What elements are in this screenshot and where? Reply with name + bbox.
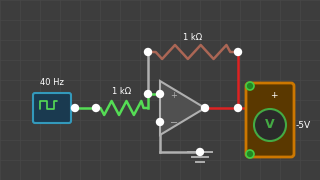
Circle shape xyxy=(92,105,100,111)
Text: 1 kΩ: 1 kΩ xyxy=(112,87,132,96)
FancyBboxPatch shape xyxy=(246,83,294,157)
Text: −: − xyxy=(170,118,178,128)
Text: V: V xyxy=(265,118,275,132)
Text: 40 Hz: 40 Hz xyxy=(40,78,64,87)
Text: +: + xyxy=(270,91,278,100)
Circle shape xyxy=(156,91,164,98)
Text: -5V: -5V xyxy=(296,120,311,129)
Circle shape xyxy=(196,148,204,156)
Circle shape xyxy=(145,48,151,55)
Circle shape xyxy=(235,48,242,55)
Circle shape xyxy=(254,109,286,141)
Circle shape xyxy=(202,105,209,111)
Circle shape xyxy=(145,91,151,98)
Polygon shape xyxy=(160,81,205,135)
Circle shape xyxy=(246,150,254,158)
Circle shape xyxy=(246,82,254,90)
Text: +: + xyxy=(171,91,177,100)
Circle shape xyxy=(235,105,242,111)
FancyBboxPatch shape xyxy=(33,93,71,123)
Circle shape xyxy=(71,105,78,111)
Text: 1 kΩ: 1 kΩ xyxy=(183,33,203,42)
Circle shape xyxy=(156,118,164,125)
